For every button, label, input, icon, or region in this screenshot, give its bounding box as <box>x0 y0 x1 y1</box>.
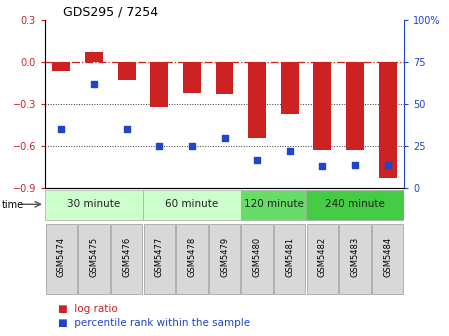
FancyBboxPatch shape <box>45 190 143 220</box>
Bar <box>183 62 201 93</box>
Point <box>286 149 293 154</box>
FancyBboxPatch shape <box>274 224 305 294</box>
Bar <box>52 62 70 71</box>
FancyBboxPatch shape <box>209 224 240 294</box>
FancyBboxPatch shape <box>306 190 404 220</box>
Point <box>90 81 97 87</box>
Point <box>57 127 65 132</box>
Bar <box>313 62 331 151</box>
Text: ■  log ratio: ■ log ratio <box>58 304 118 314</box>
Text: GSM5475: GSM5475 <box>89 237 98 277</box>
Text: GSM5477: GSM5477 <box>155 237 164 277</box>
Point <box>352 162 359 167</box>
Point <box>221 135 228 140</box>
FancyBboxPatch shape <box>45 224 77 294</box>
FancyBboxPatch shape <box>339 224 371 294</box>
FancyBboxPatch shape <box>241 190 306 220</box>
Text: 120 minute: 120 minute <box>243 199 304 209</box>
FancyBboxPatch shape <box>143 190 241 220</box>
FancyBboxPatch shape <box>372 224 404 294</box>
Text: GSM5481: GSM5481 <box>285 237 294 277</box>
Text: GDS295 / 7254: GDS295 / 7254 <box>63 6 158 19</box>
Text: 60 minute: 60 minute <box>165 199 219 209</box>
Bar <box>216 62 233 94</box>
Point <box>254 157 261 162</box>
Point <box>156 143 163 149</box>
FancyBboxPatch shape <box>307 224 338 294</box>
FancyBboxPatch shape <box>242 224 273 294</box>
Point <box>319 164 326 169</box>
Text: GSM5483: GSM5483 <box>351 237 360 277</box>
FancyBboxPatch shape <box>144 224 175 294</box>
Text: GSM5474: GSM5474 <box>57 237 66 277</box>
Text: time: time <box>2 200 24 210</box>
FancyBboxPatch shape <box>176 224 207 294</box>
Bar <box>248 62 266 138</box>
Bar <box>118 62 136 80</box>
Text: ■  percentile rank within the sample: ■ percentile rank within the sample <box>58 318 251 328</box>
Text: 240 minute: 240 minute <box>325 199 385 209</box>
Point <box>188 143 195 149</box>
Point <box>123 127 130 132</box>
FancyBboxPatch shape <box>111 224 142 294</box>
Bar <box>281 62 299 114</box>
Text: 30 minute: 30 minute <box>67 199 120 209</box>
Bar <box>346 62 364 151</box>
Text: GSM5478: GSM5478 <box>187 237 196 277</box>
Bar <box>85 52 103 62</box>
Point <box>384 162 392 167</box>
Bar <box>379 62 397 178</box>
Text: GSM5476: GSM5476 <box>122 237 131 277</box>
Text: GSM5482: GSM5482 <box>318 237 327 277</box>
Bar <box>150 62 168 107</box>
FancyBboxPatch shape <box>78 224 110 294</box>
Text: GSM5484: GSM5484 <box>383 237 392 277</box>
Text: GSM5479: GSM5479 <box>220 237 229 277</box>
Text: GSM5480: GSM5480 <box>253 237 262 277</box>
